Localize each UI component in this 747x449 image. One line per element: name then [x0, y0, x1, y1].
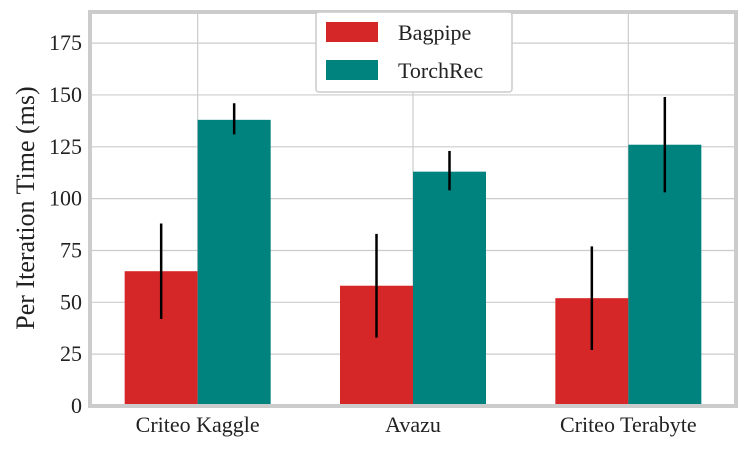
- y-tick-label: 75: [60, 237, 82, 262]
- y-tick-label: 125: [49, 134, 82, 159]
- y-tick-label: 100: [49, 186, 82, 211]
- y-tick-label: 25: [60, 341, 82, 366]
- legend-swatch-torchrec: [326, 60, 378, 80]
- y-tick-label: 0: [71, 393, 82, 418]
- y-axis-title: Per Iteration Time (ms): [11, 86, 40, 329]
- x-tick-label: Criteo Kaggle: [136, 412, 260, 437]
- legend: Bagpipe TorchRec: [315, 11, 513, 93]
- y-tick-labels: 0 25 50 75 100 125 150 175: [49, 30, 82, 418]
- x-tick-label: Criteo Terabyte: [560, 412, 697, 437]
- legend-label-bagpipe: Bagpipe: [398, 20, 471, 45]
- y-tick-label: 175: [49, 30, 82, 55]
- y-tick-label: 50: [60, 289, 82, 314]
- y-tick-label: 150: [49, 82, 82, 107]
- x-tick-labels: Criteo Kaggle Avazu Criteo Terabyte: [136, 412, 697, 437]
- bar-torchrec: [197, 119, 271, 407]
- legend-swatch-bagpipe: [326, 22, 378, 42]
- x-tick-label: Avazu: [385, 412, 441, 437]
- legend-label-torchrec: TorchRec: [398, 58, 483, 83]
- error-bars: [159, 97, 667, 351]
- bar-torchrec: [413, 171, 486, 406]
